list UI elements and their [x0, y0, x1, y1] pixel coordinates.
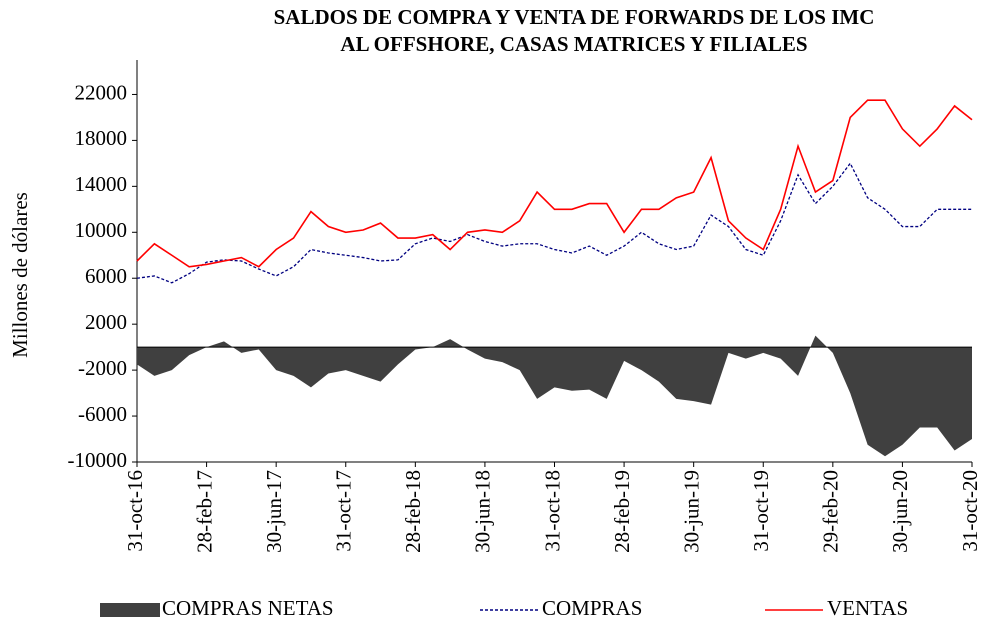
x-tick-label: 28-feb-19 — [610, 470, 634, 553]
y-tick-label: 10000 — [75, 218, 128, 242]
legend-label: VENTAS — [827, 596, 908, 620]
x-tick-label: 30-jun-19 — [679, 470, 703, 553]
x-tick-label: 29-feb-20 — [819, 470, 843, 553]
y-tick-label: -2000 — [78, 356, 127, 380]
x-tick-label: 31-oct-18 — [540, 470, 564, 552]
y-tick-label: 6000 — [85, 264, 127, 288]
y-tick-label: 14000 — [75, 172, 128, 196]
x-tick-label: 30-jun-20 — [888, 470, 912, 553]
x-tick-label: 30-jun-17 — [262, 470, 286, 553]
y-tick-label: -10000 — [68, 448, 128, 472]
x-tick-label: 31-oct-17 — [332, 470, 356, 552]
chart-title: AL OFFSHORE, CASAS MATRICES Y FILIALES — [340, 32, 807, 56]
x-tick-label: 31-oct-19 — [749, 470, 773, 552]
y-axis-label: Millones de dólares — [8, 192, 32, 358]
legend-label: COMPRAS — [542, 596, 642, 620]
legend-swatch — [100, 603, 160, 617]
y-tick-label: 2000 — [85, 310, 127, 334]
y-tick-label: 22000 — [75, 80, 128, 104]
area — [137, 335, 972, 457]
x-tick-label: 28-feb-18 — [401, 470, 425, 553]
chart-title: SALDOS DE COMPRA Y VENTA DE FORWARDS DE … — [274, 5, 875, 29]
legend-label: COMPRAS NETAS — [162, 596, 334, 620]
x-tick-label: 30-jun-18 — [471, 470, 495, 553]
y-tick-label: -6000 — [78, 402, 127, 426]
x-tick-label: 31-oct-20 — [958, 470, 982, 552]
x-tick-label: 28-feb-17 — [192, 470, 216, 553]
x-tick-label: 31-oct-16 — [123, 470, 147, 552]
line — [136, 162, 972, 284]
y-tick-label: 18000 — [75, 126, 128, 150]
line — [136, 99, 973, 268]
